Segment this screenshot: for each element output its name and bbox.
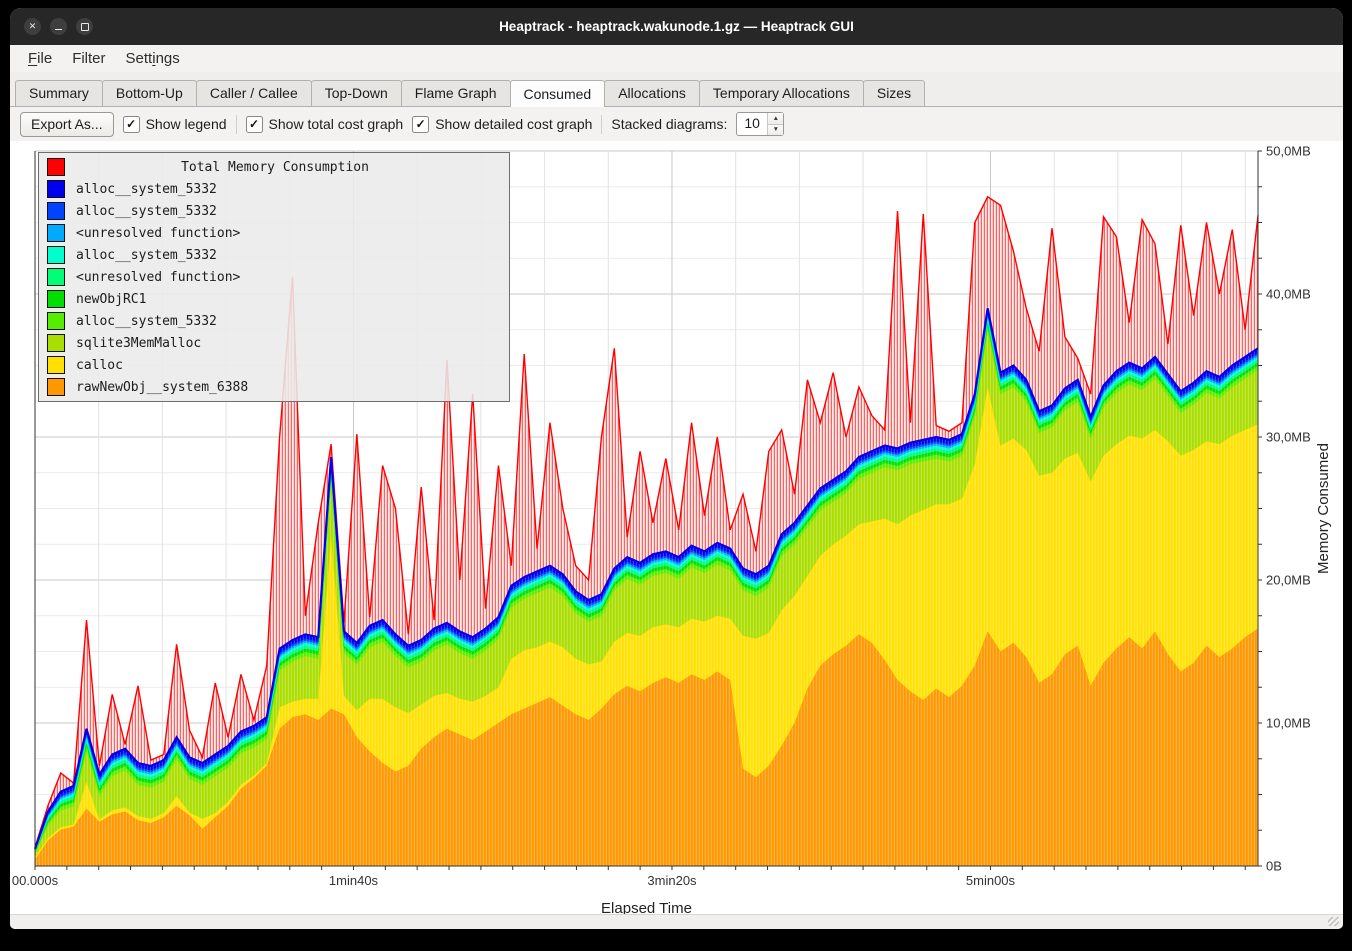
tab-consumed[interactable]: Consumed — [509, 80, 606, 107]
legend-label: alloc__system_5332 — [76, 313, 217, 329]
stepper-down-icon[interactable]: ▼ — [768, 124, 784, 135]
maximize-button[interactable] — [76, 18, 93, 35]
svg-text:30,0MB: 30,0MB — [1266, 430, 1311, 445]
legend-swatch — [47, 202, 65, 220]
close-button[interactable]: ✕ — [24, 18, 41, 35]
legend-label: calloc — [76, 357, 123, 373]
legend-label: alloc__system_5332 — [76, 203, 217, 219]
checkbox-label: Show detailed cost graph — [435, 116, 593, 132]
toolbar-separator — [235, 114, 237, 134]
legend-swatch — [47, 356, 65, 374]
window-title: Heaptrack - heaptrack.wakunode.1.gz — He… — [499, 19, 854, 34]
chart-area: 00.000s 1min40s 3min20s 5min00s 50,0MB 40,0MB… — [10, 141, 1343, 917]
status-bar — [10, 914, 1343, 929]
legend-label: alloc__system_5332 — [76, 247, 217, 263]
window-controls: ✕ — [24, 8, 93, 45]
legend-swatch — [47, 268, 65, 286]
tab-bar: Summary Bottom-Up Caller / Callee Top-Do… — [10, 72, 1343, 107]
stepper-up-icon[interactable]: ▲ — [768, 113, 784, 125]
tab-flame-graph[interactable]: Flame Graph — [400, 80, 511, 106]
minimize-button[interactable] — [50, 18, 67, 35]
menu-settings[interactable]: Settings — [125, 50, 180, 67]
svg-text:3min20s: 3min20s — [647, 873, 697, 888]
legend-swatch — [47, 334, 65, 352]
stepper-arrows: ▲ ▼ — [767, 113, 784, 135]
checkbox-show-total-cost-graph[interactable]: ✓ Show total cost graph — [245, 115, 404, 133]
svg-text:Memory Consumed: Memory Consumed — [1315, 443, 1332, 574]
tab-sizes[interactable]: Sizes — [862, 80, 926, 106]
legend-label: <unresolved function> — [76, 225, 241, 241]
legend-item: <unresolved function> — [39, 266, 509, 288]
svg-text:0B: 0B — [1266, 859, 1282, 874]
memory-consumption-chart[interactable]: 00.000s 1min40s 3min20s 5min00s 50,0MB 40,0MB… — [10, 141, 1343, 924]
tab-allocations[interactable]: Allocations — [604, 80, 700, 106]
svg-text:10,0MB: 10,0MB — [1266, 716, 1311, 731]
legend-label: sqlite3MemMalloc — [76, 335, 202, 351]
tab-caller-callee[interactable]: Caller / Callee — [195, 80, 312, 106]
legend-swatch — [47, 246, 65, 264]
checkbox-label: Show total cost graph — [268, 116, 404, 132]
legend-label: newObjRC1 — [76, 291, 147, 307]
legend-label: Total Memory Consumption — [181, 159, 369, 175]
legend-label: rawNewObj__system_6388 — [76, 379, 249, 395]
menu-file[interactable]: File — [28, 50, 53, 67]
checkbox-icon: ✓ — [412, 115, 430, 133]
legend-item: rawNewObj__system_6388 — [39, 376, 509, 398]
tab-summary[interactable]: Summary — [15, 80, 103, 106]
export-as-button[interactable]: Export As... — [20, 111, 114, 137]
tab-temporary-allocations[interactable]: Temporary Allocations — [698, 80, 864, 106]
stacked-diagrams-value[interactable]: 10 — [744, 115, 760, 131]
checkbox-label: Show legend — [145, 116, 227, 132]
menu-bar: File Filter Settings — [10, 45, 1343, 72]
svg-text:20,0MB: 20,0MB — [1266, 573, 1311, 588]
legend-item: Total Memory Consumption — [39, 156, 509, 178]
checkbox-show-legend[interactable]: ✓ Show legend — [122, 115, 227, 133]
legend-swatch — [47, 290, 65, 308]
legend-item: <unresolved function> — [39, 222, 509, 244]
checkbox-show-detailed-cost-graph[interactable]: ✓ Show detailed cost graph — [412, 115, 593, 133]
app-window: ✕ Heaptrack - heaptrack.wakunode.1.gz — … — [10, 8, 1343, 929]
svg-text:50,0MB: 50,0MB — [1266, 144, 1311, 159]
svg-text:1min40s: 1min40s — [329, 873, 379, 888]
legend-swatch — [47, 180, 65, 198]
check-icon: ✓ — [249, 117, 260, 131]
legend-swatch — [47, 224, 65, 242]
stacked-diagrams-stepper[interactable]: 10 ▲ ▼ — [736, 112, 785, 136]
check-icon: ✓ — [415, 117, 426, 131]
legend-swatch-total — [47, 158, 65, 176]
legend-item: alloc__system_5332 — [39, 244, 509, 266]
checkbox-icon: ✓ — [245, 115, 263, 133]
menu-filter[interactable]: Filter — [72, 50, 106, 67]
legend-item: calloc — [39, 354, 509, 376]
toolbar: Export As... ✓ Show legend ✓ Show total … — [10, 107, 1343, 141]
legend-item: alloc__system_5332 — [39, 178, 509, 200]
legend-item: alloc__system_5332 — [39, 200, 509, 222]
legend-item: newObjRC1 — [39, 288, 509, 310]
legend-swatch — [47, 378, 65, 396]
checkbox-icon: ✓ — [122, 115, 140, 133]
chart-legend: Total Memory Consumption alloc__system_5… — [38, 152, 510, 402]
toolbar-separator — [601, 114, 603, 134]
legend-item: alloc__system_5332 — [39, 310, 509, 332]
legend-label: <unresolved function> — [76, 269, 241, 285]
check-icon: ✓ — [126, 117, 137, 131]
legend-swatch — [47, 312, 65, 330]
tab-bottom-up[interactable]: Bottom-Up — [101, 80, 197, 106]
svg-text:00.000s: 00.000s — [12, 873, 59, 888]
tab-top-down[interactable]: Top-Down — [310, 80, 402, 106]
stacked-diagrams-label: Stacked diagrams: — [611, 116, 728, 132]
close-icon: ✕ — [28, 21, 37, 31]
svg-text:40,0MB: 40,0MB — [1266, 287, 1311, 302]
svg-text:5min00s: 5min00s — [966, 873, 1016, 888]
legend-label: alloc__system_5332 — [76, 181, 217, 197]
svg-text:Elapsed Time: Elapsed Time — [601, 900, 692, 917]
title-bar: ✕ Heaptrack - heaptrack.wakunode.1.gz — … — [10, 8, 1343, 45]
minimize-icon — [55, 28, 62, 30]
maximize-icon — [80, 22, 89, 31]
resize-grip[interactable] — [1328, 917, 1339, 926]
legend-item: sqlite3MemMalloc — [39, 332, 509, 354]
